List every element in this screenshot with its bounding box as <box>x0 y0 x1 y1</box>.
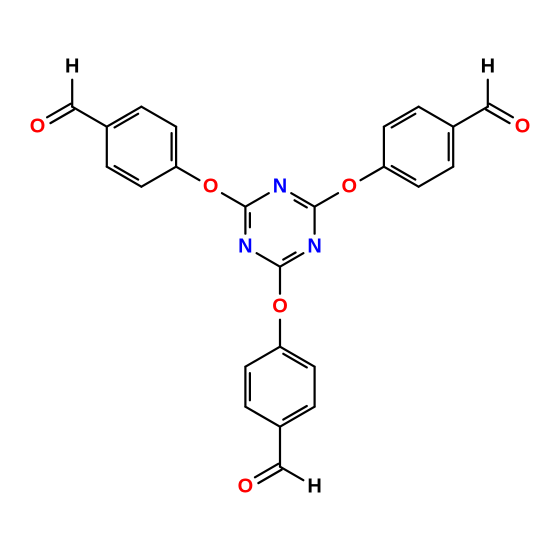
atom-O: O <box>30 116 46 138</box>
atom-O: O <box>272 296 288 318</box>
atom-O: O <box>238 476 254 498</box>
molecule-diagram: N N N O O O O H O H O H <box>0 0 560 560</box>
atom-O: O <box>342 176 358 198</box>
atom-O: O <box>515 116 531 138</box>
atom-H: H <box>481 56 495 78</box>
atom-H: H <box>307 476 321 498</box>
atom-N: N <box>307 236 321 258</box>
atom-N: N <box>238 236 252 258</box>
atom-N: N <box>273 176 287 198</box>
atom-O: O <box>203 176 219 198</box>
bonds-layer <box>47 80 513 483</box>
atom-H: H <box>65 56 79 78</box>
